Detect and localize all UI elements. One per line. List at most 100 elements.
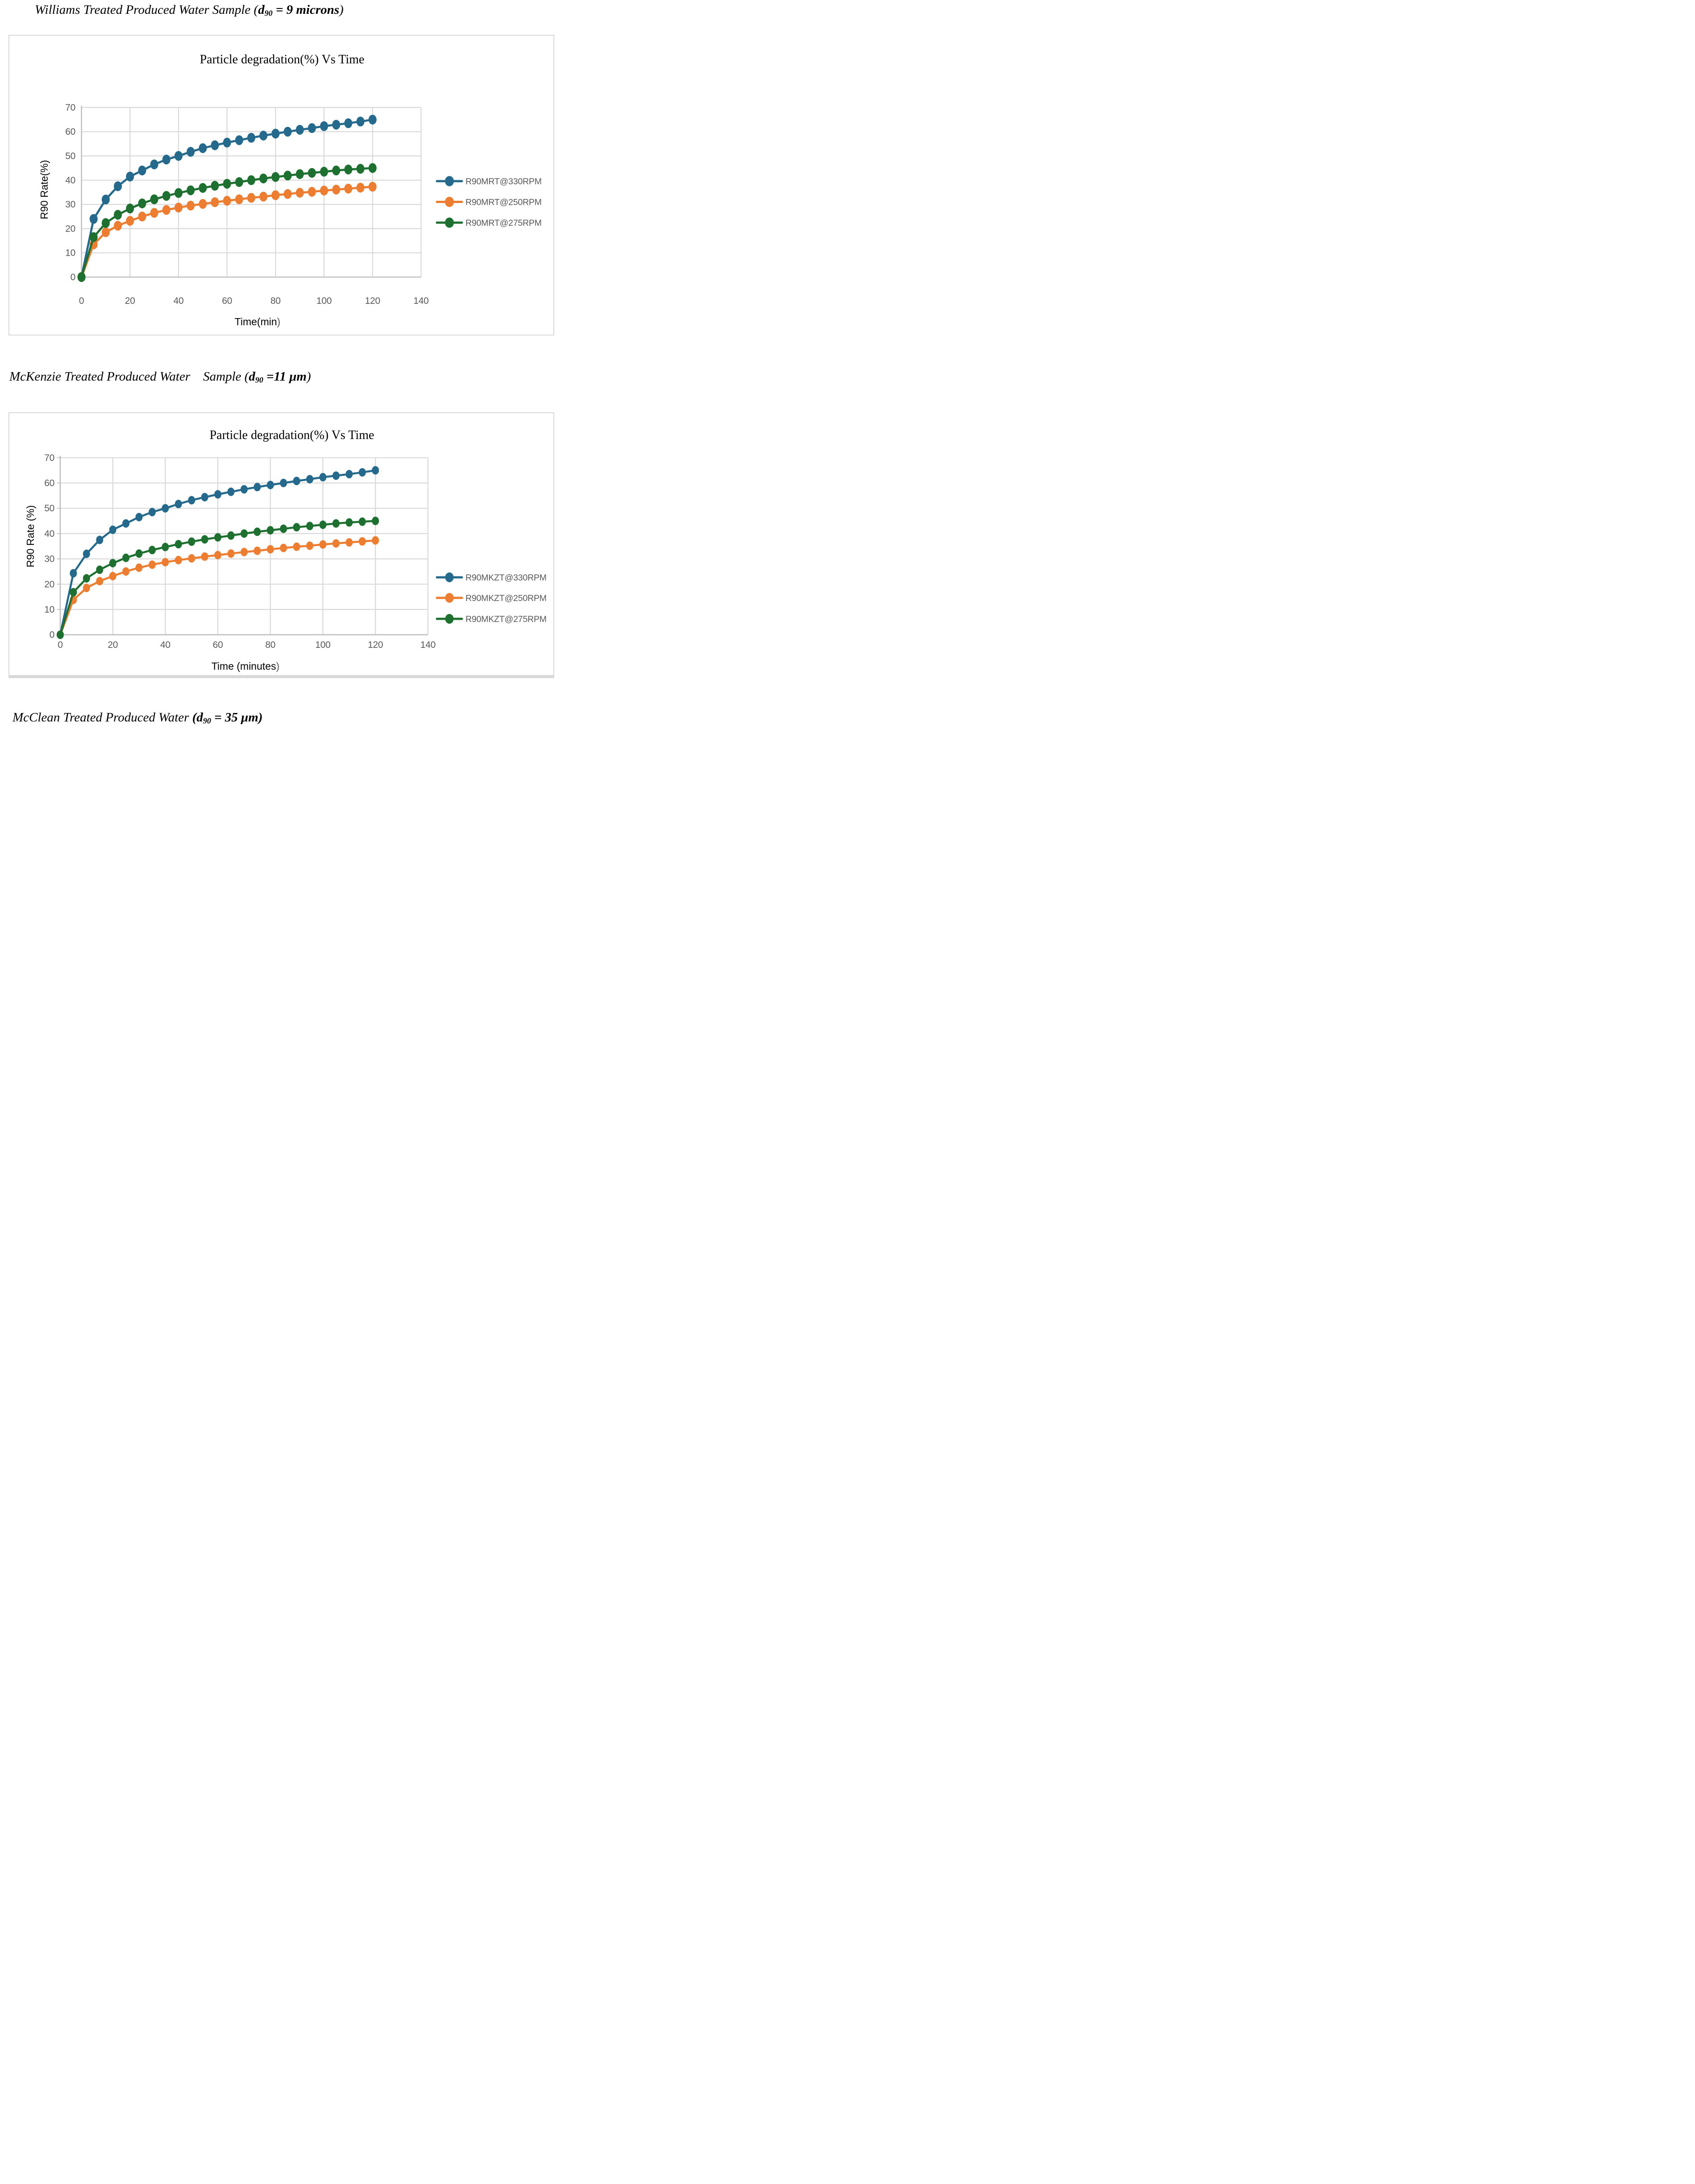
data-point-marker [332,120,341,130]
data-point-marker [214,490,222,499]
data-point-marker [174,203,183,213]
data-point-marker [187,185,195,195]
data-point-marker [319,473,327,481]
data-point-marker [162,154,170,165]
data-point-marker [89,232,98,242]
x-tick-label: 60 [213,640,223,650]
data-point-marker [358,468,366,477]
data-point-marker [358,537,366,546]
data-point-marker [307,186,316,197]
data-point-marker [89,214,98,224]
data-point-marker [162,504,169,513]
x-axis-title: Time (minutes) [212,660,280,672]
legend-marker [445,572,454,582]
data-point-marker [199,183,207,193]
data-point-marker [83,549,90,558]
data-point-marker [372,536,379,545]
x-tick-label: 60 [222,296,232,306]
data-point-marker [150,208,158,218]
data-point-marker [149,560,156,569]
data-point-marker [247,133,255,143]
data-point-marker [126,171,134,182]
x-tick-label: 0 [79,296,84,306]
data-point-marker [122,567,130,576]
y-tick-label: 60 [44,478,54,489]
data-point-marker [199,143,207,153]
data-point-marker [201,552,208,561]
x-tick-label: 40 [160,640,170,650]
data-point-marker [223,178,231,189]
data-point-marker [345,518,353,527]
x-tick-label: 0 [58,640,62,650]
data-point-marker [174,500,182,509]
data-point-marker [126,216,134,226]
data-point-marker [201,493,208,501]
legend-label: R90MKZT@275RPM [465,614,547,624]
data-point-marker [223,137,231,148]
y-tick-label: 60 [65,127,75,137]
data-point-marker [368,163,377,173]
heading-close-paren: ) [339,3,344,17]
data-point-marker [320,186,328,196]
data-point-marker [356,182,365,193]
data-point-marker [162,191,170,201]
data-point-marker [162,558,169,567]
data-point-marker [332,185,341,195]
data-point-marker [368,115,377,125]
data-point-marker [332,519,340,528]
data-point-marker [306,522,314,530]
data-point-marker [83,584,90,593]
legend-marker [445,593,454,603]
data-point-marker [96,577,104,585]
data-point-marker [70,569,77,578]
data-point-marker [332,471,340,480]
data-point-marker [101,218,110,228]
data-point-marker [138,211,146,222]
data-point-marker [295,169,304,179]
data-point-marker [293,523,300,532]
data-point-marker [319,520,327,529]
data-point-marker [162,543,169,551]
legend-marker [445,197,454,207]
heading-mcclean-sample: McClean Treated Produced Water (d90 = 35… [12,710,263,725]
data-point-marker [320,121,328,131]
data-point-marker [201,535,208,544]
data-point-marker [149,508,156,517]
data-point-marker [83,574,90,583]
legend-marker [445,176,454,186]
data-point-marker [114,220,122,231]
data-point-marker [109,525,116,534]
data-point-marker [223,196,231,206]
x-tick-label: 100 [316,296,332,306]
x-tick-label: 80 [270,296,281,306]
data-point-marker [259,130,268,141]
data-point-marker [211,197,219,207]
data-point-marker [356,164,365,174]
y-tick-label: 70 [44,453,54,463]
data-point-marker [319,540,327,549]
data-point-marker [271,172,280,182]
data-point-marker [372,517,379,525]
data-point-marker [345,470,353,479]
data-point-marker [57,630,64,639]
d90-symbol: d [196,710,203,725]
d90-subscript: 90 [203,716,211,725]
data-point-marker [280,543,287,552]
heading-mckenzie-sample: McKenzie Treated Produced Water Sample (… [9,369,311,384]
data-point-marker [187,200,195,211]
data-point-marker [266,545,274,554]
data-point-marker [235,194,243,204]
data-point-marker [149,546,156,555]
data-point-marker [253,547,261,555]
data-point-marker [188,496,195,505]
data-point-marker [135,513,143,522]
heading-williams-sample: Williams Treated Produced Water Sample (… [35,3,344,17]
data-point-marker [126,203,134,214]
data-point-marker [356,116,365,127]
heading-close-paren: ) [258,710,263,725]
y-tick-label: 40 [65,175,75,186]
d90-symbol: d [258,3,265,17]
x-tick-label: 80 [265,640,275,650]
heading-text: Williams Treated Produced Water Sample ( [35,3,258,17]
data-point-marker [114,181,122,191]
